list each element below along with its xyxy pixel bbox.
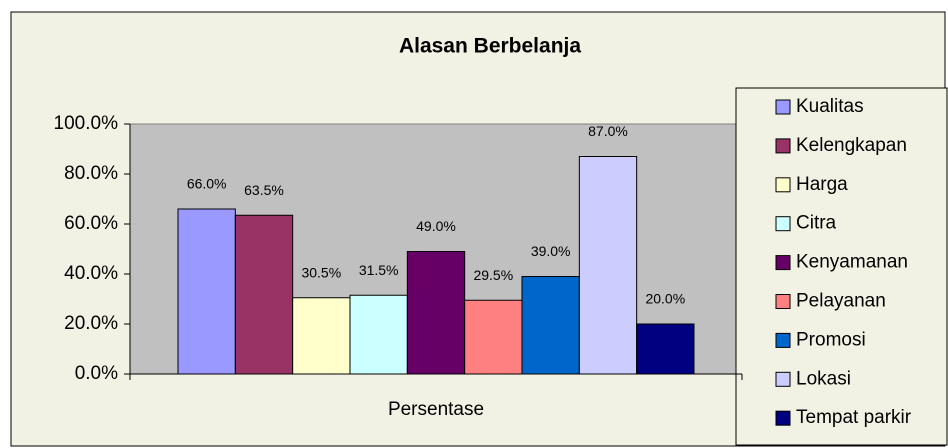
bar <box>636 323 695 375</box>
y-tick-label: 20.0% <box>64 313 118 334</box>
legend-swatch <box>775 371 791 387</box>
legend-label: Lokasi <box>796 368 851 389</box>
data-label: 49.0% <box>416 218 456 234</box>
bar <box>349 294 408 375</box>
legend-swatch <box>775 410 791 426</box>
x-tick-label: Persentase <box>388 399 484 420</box>
y-tick-label: 0.0% <box>75 363 118 384</box>
legend-label: Kualitas <box>796 96 864 117</box>
bar <box>464 299 523 375</box>
chart-title: Alasan Berbelanja <box>399 35 581 58</box>
data-label: 66.0% <box>187 176 227 192</box>
legend-swatch <box>775 99 791 115</box>
data-label: 87.0% <box>588 123 628 139</box>
data-label: 30.5% <box>301 264 341 280</box>
y-tick-label: 100.0% <box>54 113 119 134</box>
legend-swatch <box>775 177 791 193</box>
data-label: 29.5% <box>473 267 513 283</box>
legend-label: Pelayanan <box>796 291 886 312</box>
legend-label: Kenyamanan <box>796 252 908 273</box>
bar <box>521 276 580 375</box>
legend-swatch <box>775 216 791 232</box>
legend <box>735 87 948 446</box>
bar <box>406 251 466 375</box>
legend-label: Promosi <box>796 329 866 350</box>
bar <box>292 297 351 375</box>
legend-swatch <box>775 138 791 154</box>
legend-label: Citra <box>796 213 837 234</box>
legend-label: Kelengkapan <box>796 135 907 156</box>
data-label: 20.0% <box>645 291 685 307</box>
bar <box>578 156 638 375</box>
legend-label: Harga <box>796 174 848 195</box>
y-tick-label: 40.0% <box>64 263 118 284</box>
data-label: 31.5% <box>359 262 399 278</box>
data-label: 63.5% <box>244 182 284 198</box>
legend-swatch <box>775 332 791 348</box>
legend-swatch <box>775 255 791 271</box>
bar <box>234 214 294 375</box>
legend-label: Tempat parkir <box>796 407 912 428</box>
bar <box>177 208 236 375</box>
y-tick-label: 60.0% <box>64 213 118 234</box>
legend-swatch <box>775 294 791 309</box>
y-tick-label: 80.0% <box>64 163 118 184</box>
data-label: 39.0% <box>531 243 571 259</box>
